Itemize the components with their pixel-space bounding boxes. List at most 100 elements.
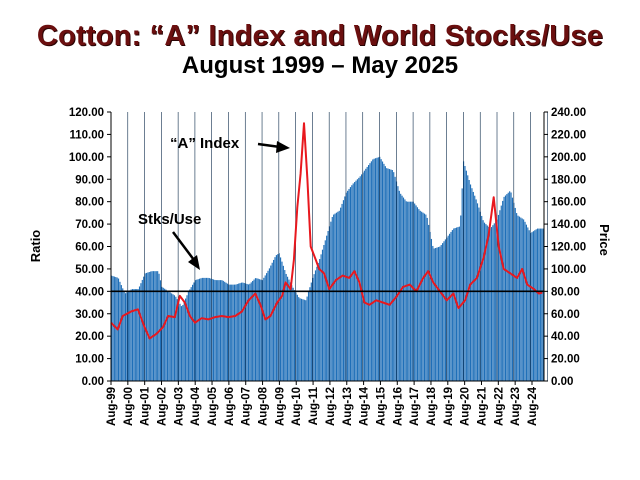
tick-label-left: 90.00 — [75, 174, 104, 186]
bar — [514, 207, 516, 381]
tick-label-x: Aug-16 — [392, 387, 404, 426]
bar — [425, 214, 427, 381]
bar — [261, 280, 263, 382]
bar — [370, 161, 372, 381]
bar — [458, 226, 460, 381]
tick-label-right: 220.00 — [551, 129, 586, 141]
tick-label-left: 70.00 — [75, 219, 104, 231]
bar — [226, 283, 229, 381]
bar — [374, 158, 377, 381]
bar — [316, 266, 318, 381]
bar — [381, 161, 384, 381]
bar — [330, 221, 332, 381]
bar — [249, 283, 251, 381]
bar — [122, 288, 124, 381]
bar — [245, 283, 247, 381]
bar — [292, 287, 294, 381]
bar — [422, 212, 424, 381]
bar — [222, 280, 224, 381]
bar — [242, 282, 244, 381]
bar — [130, 289, 132, 381]
bar — [444, 239, 446, 381]
bar — [303, 299, 305, 381]
bar — [314, 270, 317, 381]
bar — [384, 166, 386, 381]
bar — [335, 212, 338, 381]
bar — [164, 288, 166, 381]
tick-label-x: Aug-01 — [140, 386, 152, 426]
bar — [219, 280, 222, 382]
bar — [469, 184, 472, 381]
bar — [351, 185, 353, 381]
bar — [212, 279, 215, 381]
bar — [534, 230, 536, 381]
bar — [183, 301, 185, 381]
tick-label-x: Aug-13 — [342, 387, 354, 426]
bar — [393, 172, 395, 381]
tick-label-x: Aug-21 — [476, 386, 488, 426]
bar — [169, 292, 171, 381]
bar — [267, 270, 269, 381]
a-index-line — [110, 122, 543, 340]
tick-label-left: 120.00 — [69, 107, 104, 119]
tick-label-right: 80.00 — [551, 286, 580, 298]
bar — [331, 216, 333, 381]
tick-label-right: 160.00 — [551, 197, 586, 209]
tick-label-left: 80.00 — [75, 197, 104, 209]
bar — [447, 235, 449, 381]
bar — [120, 285, 122, 381]
bar — [282, 265, 284, 381]
bar — [520, 217, 522, 381]
bar — [281, 261, 283, 381]
bar — [215, 280, 217, 382]
bar — [232, 284, 234, 381]
bar — [474, 195, 476, 381]
bar — [471, 188, 473, 381]
y-axis-title-right: Price — [597, 224, 612, 256]
tick-label-right: 40.00 — [551, 331, 580, 343]
bar — [264, 275, 266, 381]
bar — [201, 277, 203, 381]
bar — [504, 195, 507, 381]
tick-label-x: Aug-12 — [325, 387, 337, 426]
bar — [428, 224, 430, 381]
tick-label-left: 110.00 — [69, 129, 104, 141]
bar — [280, 257, 282, 381]
bar — [204, 277, 206, 381]
bar — [517, 215, 519, 381]
bar — [284, 270, 286, 381]
bar — [233, 284, 236, 381]
bar — [531, 232, 533, 381]
bar — [507, 192, 509, 381]
bar — [266, 273, 268, 381]
bar — [235, 284, 237, 381]
bar — [509, 191, 511, 381]
bar — [527, 227, 529, 381]
bar — [495, 221, 497, 381]
bar — [253, 279, 255, 381]
tick-label-x: Aug-08 — [258, 386, 270, 426]
bar — [435, 247, 437, 381]
bar — [312, 277, 314, 381]
bar — [380, 159, 382, 381]
bar — [140, 283, 142, 381]
bar — [124, 293, 127, 381]
bar — [376, 157, 378, 381]
tick-label-right: 200.00 — [551, 152, 586, 164]
bar — [352, 183, 354, 381]
bar — [175, 296, 177, 381]
tick-label-x: Aug-03 — [173, 387, 185, 426]
bar — [516, 213, 518, 381]
bar — [296, 294, 298, 381]
bar — [238, 283, 240, 381]
bar — [176, 299, 178, 381]
bar — [319, 259, 321, 381]
bar — [133, 289, 135, 381]
bar — [189, 289, 191, 381]
bar — [134, 289, 136, 381]
bar — [326, 235, 328, 381]
bar — [254, 278, 257, 381]
bar — [421, 211, 423, 381]
bar — [433, 248, 435, 381]
bar — [113, 276, 115, 381]
